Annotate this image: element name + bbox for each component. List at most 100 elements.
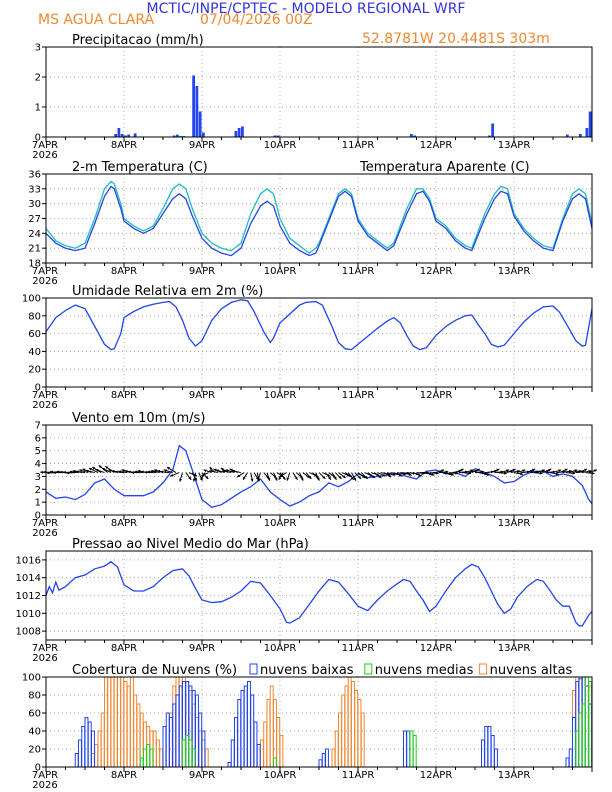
x-tick-year: 2026 xyxy=(32,400,57,411)
cloud-bar-nuvens-altas xyxy=(351,681,355,768)
cloud-bar-nuvens-baixas xyxy=(198,712,203,768)
y-tick-label: 1010 xyxy=(16,609,41,620)
x-tick-label: 8APR xyxy=(111,140,137,151)
wind-arrow-head xyxy=(512,468,516,472)
wind-arrow-head xyxy=(267,477,271,481)
cloud-bar-nuvens-baixas xyxy=(84,717,89,768)
cloud-bar-nuvens-altas xyxy=(276,717,281,768)
cloud-bar-nuvens-altas xyxy=(269,685,274,768)
wind-arrow-head xyxy=(69,470,73,474)
cloud-bar-nuvens-baixas xyxy=(253,721,258,768)
x-tick-label: 12APR xyxy=(420,770,453,781)
wind-arrow-head xyxy=(147,470,151,474)
cloud-bar-nuvens-altas xyxy=(113,676,118,768)
x-tick-label: 13APR xyxy=(498,770,531,781)
wind-arrow-head xyxy=(476,468,480,472)
cloud-bar-nuvens-medias xyxy=(575,730,580,768)
precip-bar xyxy=(585,128,589,137)
cloud-bar-nuvens-medias xyxy=(139,757,144,768)
cloud-bar-nuvens-medias xyxy=(412,735,417,768)
precip-bar xyxy=(579,134,582,137)
y-tick-label: 2 xyxy=(35,73,41,84)
wind-arrow-head xyxy=(333,476,337,480)
cloud-bar-nuvens-baixas xyxy=(87,721,92,768)
cloud-bar-nuvens-baixas xyxy=(178,685,183,768)
wind-arrow-head xyxy=(82,468,86,472)
wind-arrow-head xyxy=(548,468,552,472)
wind-arrow-head xyxy=(163,469,167,473)
wind-arrow-head xyxy=(229,468,233,472)
wind-arrow-head xyxy=(124,469,128,473)
cloud-bar-nuvens-baixas xyxy=(565,757,570,768)
x-tick-label: 12APR xyxy=(420,140,453,151)
wind-arrow-head xyxy=(338,475,342,479)
series-line xyxy=(45,180,593,254)
x-tick-label: 11APR xyxy=(342,390,375,401)
precip-bar xyxy=(491,123,495,137)
cloud-bar-nuvens-baixas xyxy=(490,735,495,768)
x-tick-label: 7APR xyxy=(32,140,58,151)
wind-arrow-head xyxy=(225,469,229,473)
wind-arrow-head xyxy=(134,470,138,474)
x-tick-label: 10APR xyxy=(264,140,297,151)
cloud-bar-nuvens-baixas xyxy=(240,690,245,768)
cloud-bar-nuvens-altas xyxy=(107,676,112,768)
wind-arrow-head xyxy=(137,469,141,473)
x-tick-label: 11APR xyxy=(342,140,375,151)
x-tick-label: 8APR xyxy=(111,643,137,654)
x-tick-label: 10APR xyxy=(264,770,297,781)
y-tick-label: 60 xyxy=(28,709,41,720)
precip-bar xyxy=(241,126,244,137)
precip-bar xyxy=(114,134,118,137)
legend-entry: Temperatura Aparente (C) xyxy=(359,160,530,175)
wind-arrow-head xyxy=(564,468,568,472)
wind-arrow-head xyxy=(250,478,254,482)
precip-bar xyxy=(410,134,413,137)
wind-arrow-head xyxy=(300,477,304,481)
x-tick-label: 13APR xyxy=(498,390,531,401)
wind-arrow-head xyxy=(278,476,282,480)
wind-arrow-head xyxy=(450,473,454,476)
wind-arrow-head xyxy=(160,470,164,474)
y-tick-label: 20 xyxy=(28,745,41,756)
cloud-bar-nuvens-altas xyxy=(126,685,131,768)
cloud-bar-nuvens-baixas xyxy=(237,699,242,768)
header-location: MS AGUA CLARA xyxy=(38,12,155,28)
wind-arrow-head xyxy=(150,469,154,473)
cloud-bar-nuvens-baixas xyxy=(234,717,238,768)
legend-entry: nuvens baixas xyxy=(260,663,354,678)
cloud-bar-nuvens-medias xyxy=(409,730,414,768)
cloud-bar-nuvens-altas xyxy=(123,681,128,768)
y-tick-label: 1008 xyxy=(16,627,41,638)
legend-entry: nuvens altas xyxy=(490,663,573,678)
cloud-bar-nuvens-altas xyxy=(347,676,352,768)
wind-arrow-head xyxy=(593,469,597,473)
wind-arrow-head xyxy=(209,469,213,473)
x-tick-label: 9APR xyxy=(189,140,215,151)
wind-arrow-head xyxy=(40,470,43,474)
series-line xyxy=(45,185,593,257)
series-line xyxy=(45,444,593,509)
wind-arrow-head xyxy=(59,470,63,474)
wind-arrow-head xyxy=(167,467,170,470)
y-tick-label: 100 xyxy=(22,673,41,684)
series-line xyxy=(45,299,593,351)
cloud-bar-nuvens-medias xyxy=(143,748,147,768)
x-tick-label: 8APR xyxy=(111,390,137,401)
cloud-bar-nuvens-baixas xyxy=(243,685,248,768)
precip-bar xyxy=(588,111,592,137)
cloud-bar-nuvens-baixas xyxy=(195,694,199,768)
wind-arrow-head xyxy=(257,477,260,481)
cloud-bar-nuvens-baixas xyxy=(169,717,173,768)
cloud-bar-nuvens-altas xyxy=(94,744,99,768)
y-tick-label: 0 xyxy=(35,763,41,774)
x-tick-label: 10APR xyxy=(264,643,297,654)
wind-arrow-head xyxy=(222,469,226,473)
y-tick-label: 1014 xyxy=(16,573,41,584)
x-tick-label: 9APR xyxy=(189,770,215,781)
cloud-bar-nuvens-baixas xyxy=(162,726,167,768)
x-tick-label: 10APR xyxy=(264,266,297,277)
wind-arrow-head xyxy=(200,476,204,480)
